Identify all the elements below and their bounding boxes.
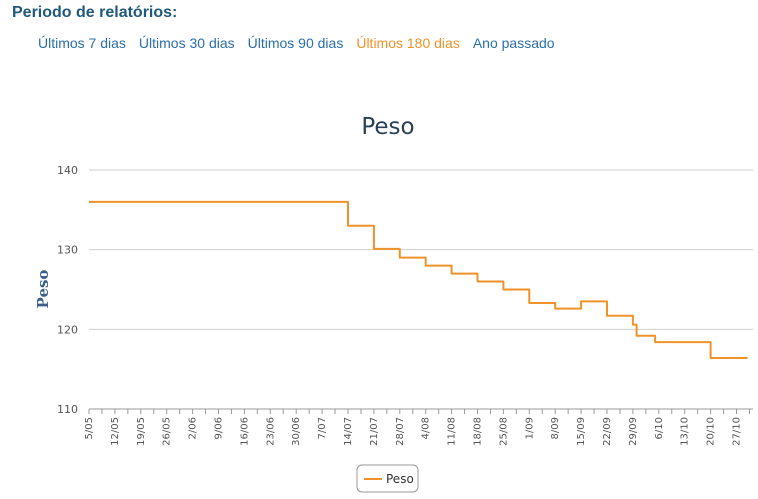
legend-box <box>356 464 419 493</box>
period-link-7-days[interactable]: Últimos 7 dias <box>38 35 126 51</box>
x-tick-label: 25/08 <box>498 417 509 446</box>
y-tick-label: 110 <box>57 403 78 416</box>
x-tick-label: 29/09 <box>628 417 639 446</box>
period-links: Últimos 7 dias Últimos 30 dias Últimos 9… <box>38 35 568 51</box>
x-ticks: 5/05 12/05 19/05 26/05 2/06 9/06 16/06 23/06 30/… <box>84 409 750 446</box>
period-link-180-days[interactable]: Últimos 180 dias <box>356 35 460 51</box>
x-tick-label: 26/05 <box>162 417 173 446</box>
y-tick-label: 120 <box>57 323 78 336</box>
period-link-last-year[interactable]: Ano passado <box>472 35 555 51</box>
x-tick-label: 19/05 <box>136 417 147 446</box>
x-tick-label: 6/10 <box>654 417 665 439</box>
series-layer <box>89 200 748 359</box>
series-line-peso[interactable] <box>89 200 748 359</box>
period-link-90-days[interactable]: Últimos 90 dias <box>247 35 344 51</box>
x-tick-label: 14/07 <box>343 417 354 446</box>
x-tick-label: 7/07 <box>317 417 328 439</box>
y-axis-label: Peso <box>34 270 52 309</box>
legend[interactable]: Peso <box>356 464 419 493</box>
x-tick-label: 12/05 <box>110 417 121 446</box>
report-period-title: Periodo de relatórios: <box>12 4 178 21</box>
y-ticks: 110 120 130 140 <box>57 164 78 416</box>
legend-label: Peso <box>386 472 414 486</box>
x-tick-label: 18/08 <box>473 417 484 446</box>
x-tick-label: 13/10 <box>680 417 691 446</box>
x-tick-label: 11/08 <box>447 417 458 446</box>
x-tick-label: 23/06 <box>265 417 276 446</box>
x-tick-label: 2/06 <box>188 417 199 439</box>
x-tick-label: 27/10 <box>732 417 743 446</box>
grid-layer <box>89 169 753 410</box>
x-tick-label: 28/07 <box>395 417 406 446</box>
x-tick-label: 5/05 <box>84 417 95 439</box>
x-tick-label: 1/09 <box>524 417 535 439</box>
x-tick-label: 20/10 <box>706 417 717 446</box>
x-tick-label: 21/07 <box>369 417 380 446</box>
chart-title: Peso <box>361 114 414 140</box>
x-tick-label: 9/06 <box>214 417 225 439</box>
x-tick-label: 22/09 <box>602 417 613 446</box>
x-tick-label: 8/09 <box>550 417 561 439</box>
period-link-30-days[interactable]: Últimos 30 dias <box>138 35 235 51</box>
x-tick-label: 16/06 <box>239 417 250 446</box>
y-tick-label: 130 <box>57 244 78 257</box>
x-tick-label: 4/08 <box>421 417 432 439</box>
y-tick-label: 140 <box>57 164 78 177</box>
x-tick-label: 15/09 <box>576 417 587 446</box>
x-tick-label: 30/06 <box>291 417 302 446</box>
